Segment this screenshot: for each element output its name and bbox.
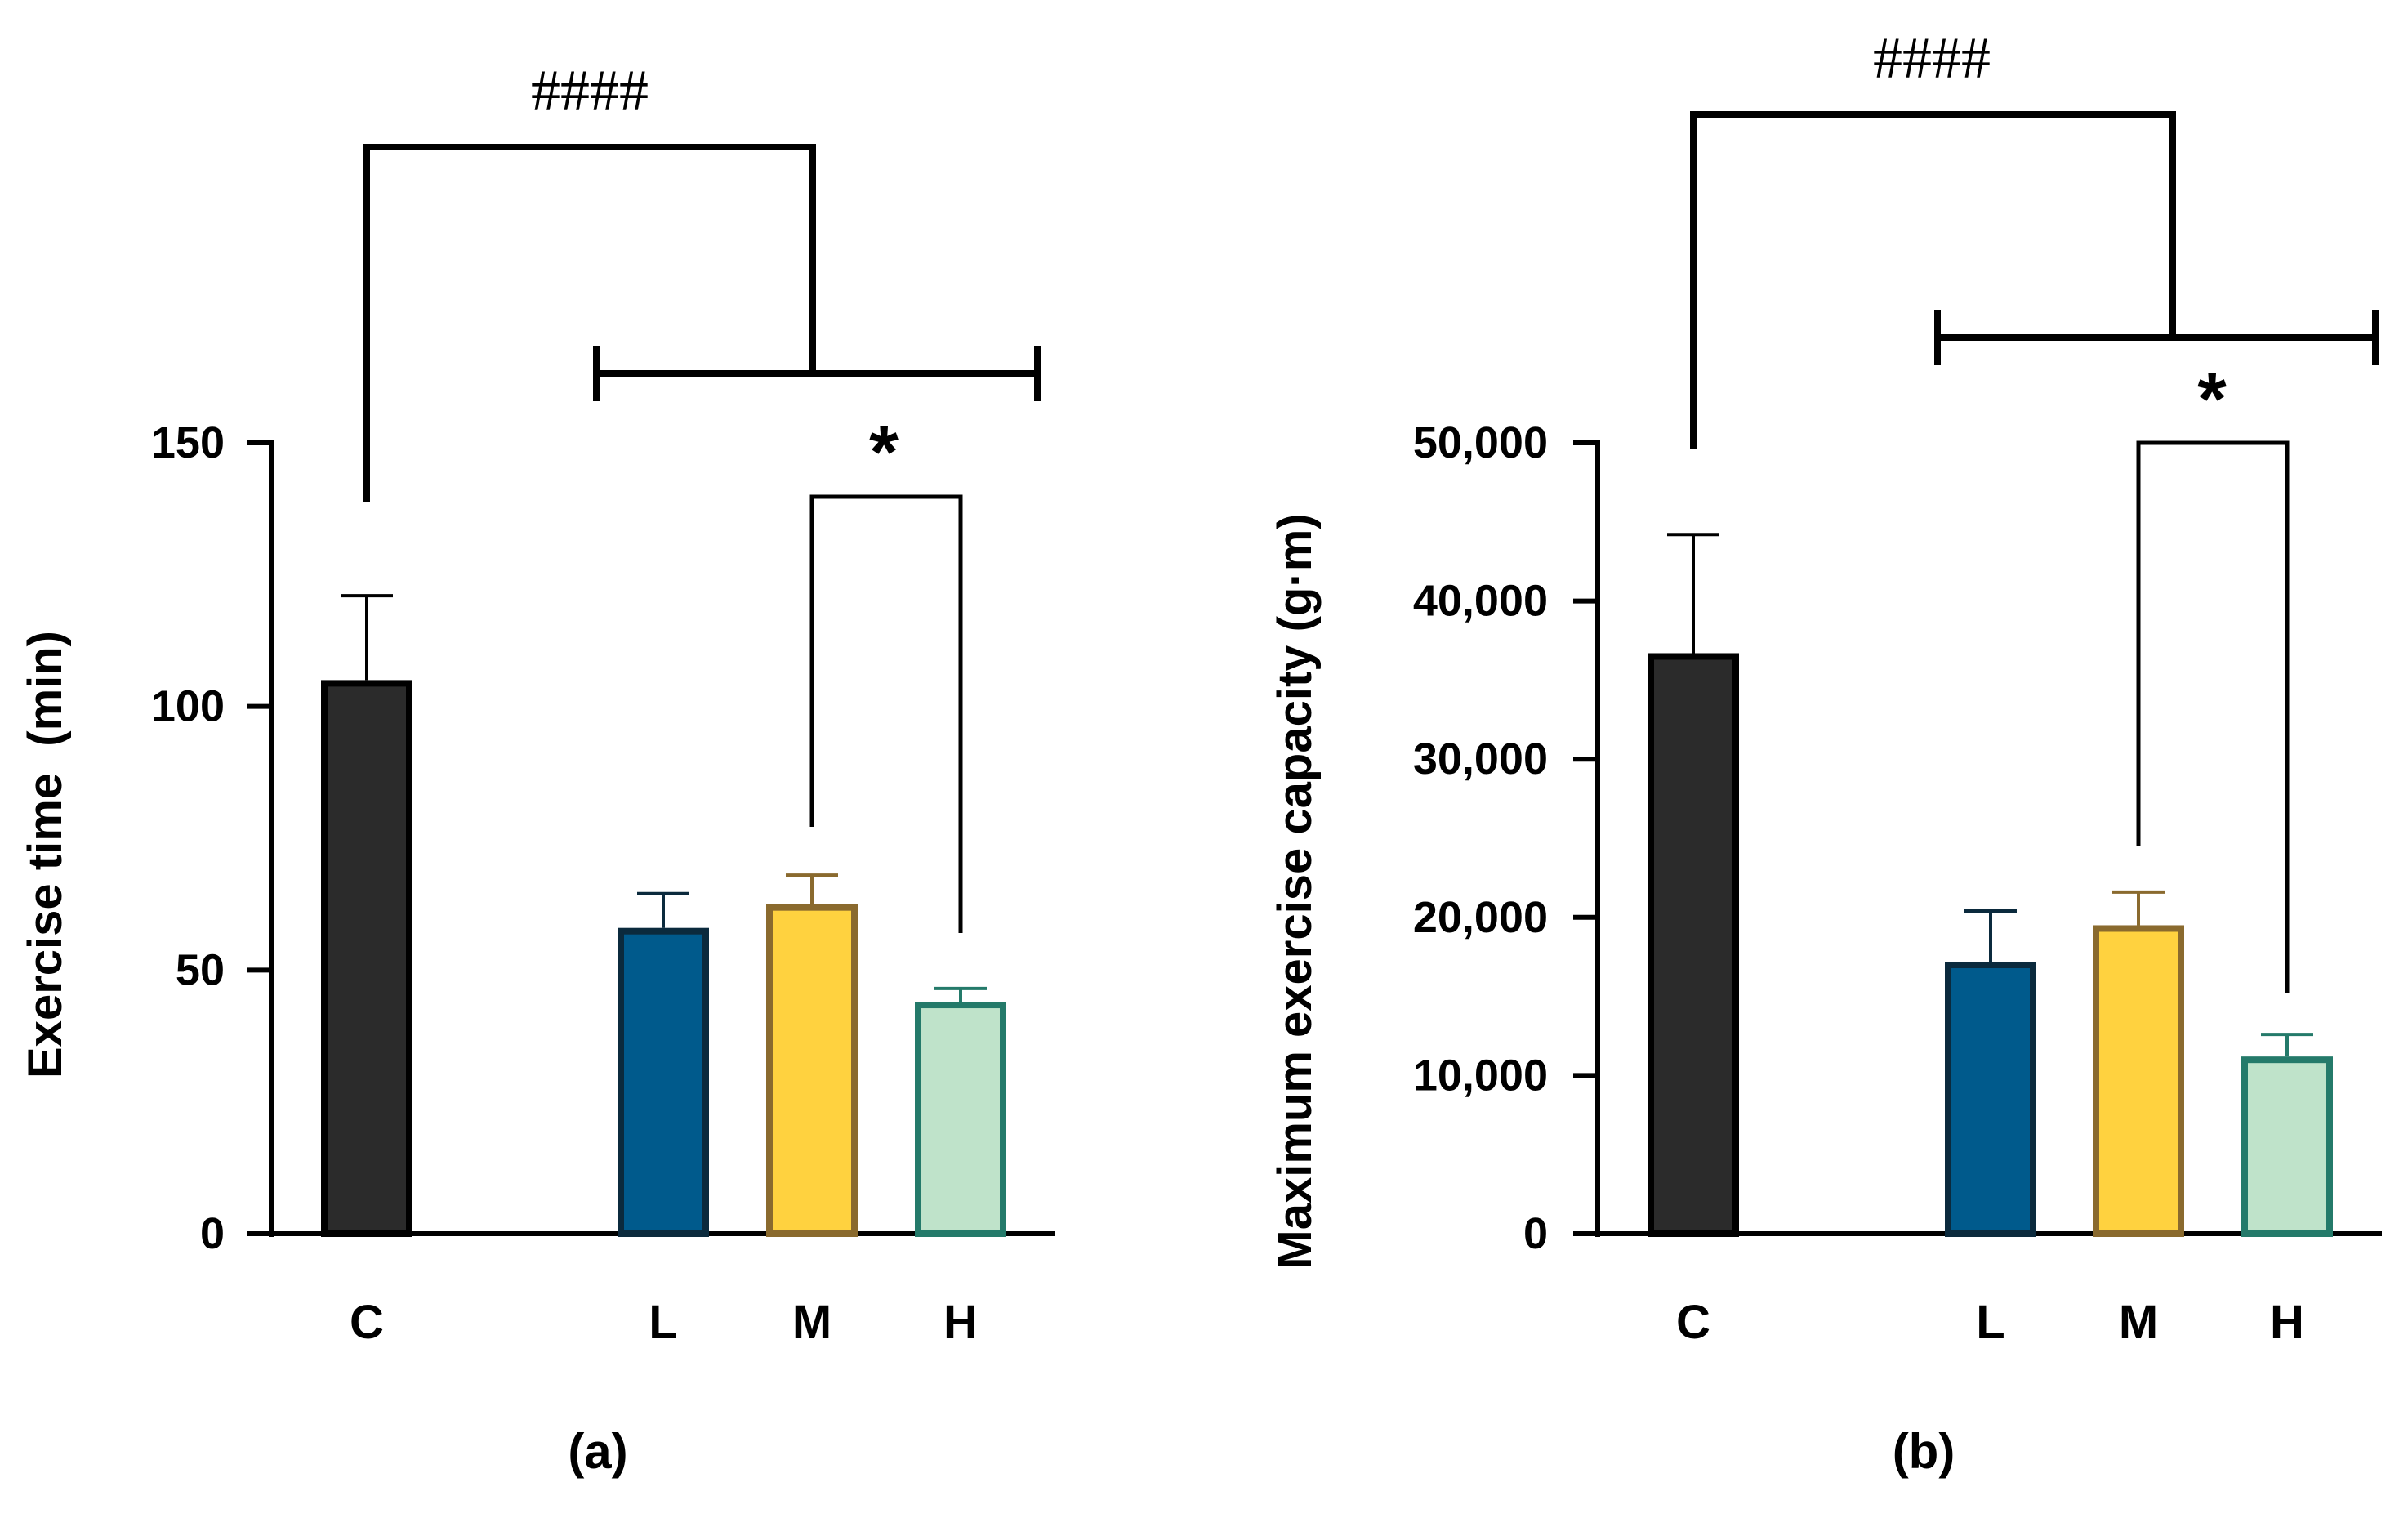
group-bracket (363, 144, 816, 502)
bar-M (766, 904, 858, 1237)
y-tick-label: 150 (151, 418, 225, 467)
y-tick-label: 0 (1523, 1209, 1548, 1258)
bar-C (321, 680, 412, 1237)
y-tick-label: 30,000 (1413, 734, 1548, 784)
y-tick-label: 20,000 (1413, 893, 1548, 942)
x-tick-label-L: L (1976, 1296, 2004, 1349)
bar-M (2093, 925, 2184, 1237)
bar-H (915, 1002, 1006, 1237)
panel-label: (b) (1893, 1424, 1955, 1479)
y-tick-label: 50,000 (1413, 418, 1548, 467)
y-axis-label: Exercise time (min) (19, 631, 72, 1078)
x-tick-label-L: L (649, 1296, 677, 1349)
y-tick-label: 50 (176, 945, 225, 994)
group-significance-label: #### (1873, 25, 1991, 91)
y-tick-label: 0 (200, 1209, 225, 1258)
y-axis-label: Maximum exercise capacity (g·m) (1269, 513, 1322, 1269)
x-tick-label-C: C (350, 1296, 384, 1349)
panel-label: (a) (568, 1424, 627, 1479)
y-tick-label: 10,000 (1413, 1051, 1548, 1100)
pair-bracket (2136, 440, 2290, 993)
x-tick-label-H: H (2270, 1296, 2304, 1349)
group-significance-label: #### (531, 58, 649, 123)
chart-panel-2: 0 10,000 20,000 30,000 40,000 50,000 Maximum e… (1269, 25, 2382, 1479)
y-tick-label: 100 (151, 682, 225, 731)
pair-bracket (809, 494, 963, 933)
pair-significance-label: * (869, 411, 899, 494)
bar-C (1648, 653, 1739, 1237)
y-tick-label: 40,000 (1413, 577, 1548, 626)
x-tick-label-M: M (792, 1296, 832, 1349)
bar-L (1945, 962, 2036, 1238)
chart-panel-1: 0 50 100 150 Exercise time (min) C L M H #### * (a) (19, 58, 1055, 1479)
bar-H (2241, 1056, 2333, 1237)
x-tick-label-C: C (1676, 1296, 1710, 1349)
bar-L (618, 927, 709, 1237)
pair-significance-label: * (2197, 358, 2227, 441)
group-bracket (1690, 111, 2176, 449)
x-tick-label-H: H (943, 1296, 978, 1349)
x-tick-label-M: M (2119, 1296, 2158, 1349)
